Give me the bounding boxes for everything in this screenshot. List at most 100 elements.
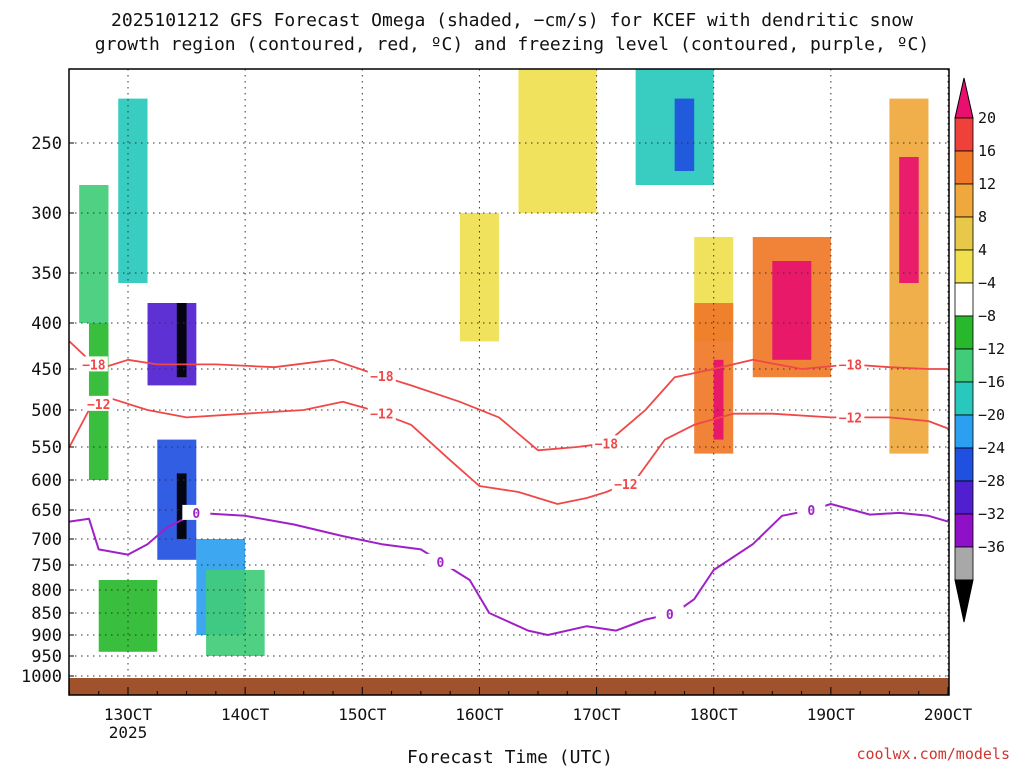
contour--18	[69, 340, 948, 452]
y-tick-label-650: 650	[31, 501, 62, 521]
colorbar-cap-bottom	[954, 579, 974, 623]
x-tick-label-18OCT: 18OCT	[690, 705, 739, 724]
shade-cell-13	[674, 98, 695, 171]
y-tick-label-950: 950	[31, 647, 62, 667]
omega-shading	[79, 69, 929, 656]
shade-cell-10	[459, 213, 499, 342]
colorbar-segment-9	[954, 414, 974, 449]
x-tick-label-20OCT: 20OCT	[924, 705, 973, 724]
x-tick-label-15OCT: 15OCT	[338, 705, 387, 724]
colorbar-label-5: −4	[978, 274, 996, 292]
y-tick-label-350: 350	[31, 264, 62, 284]
colorbar-label-6: −8	[978, 307, 996, 325]
colorbar-label-13: −36	[978, 538, 1005, 556]
contour-label-bg--12-0	[84, 395, 113, 411]
shade-cell-2	[118, 98, 148, 283]
chart-title-line-1: 2025101212 GFS Forecast Omega (shaded, −…	[111, 10, 913, 31]
colorbar-label-4: 4	[978, 241, 987, 259]
contour-label--12-0: −12	[87, 398, 110, 413]
colorbar-label-2: 12	[978, 175, 996, 193]
shade-cell-0	[79, 185, 109, 323]
x-year-label: 2025	[109, 723, 148, 742]
shade-cell-5	[176, 303, 187, 378]
contour-label-bg--18-3	[836, 356, 865, 372]
colorbar-segment-7	[954, 348, 974, 383]
x-axis-title-text: Forecast Time (UTC)	[407, 747, 613, 768]
contour-label--12-2: −12	[614, 478, 637, 493]
colorbar-cap-top	[954, 77, 974, 119]
colorbar-label-10: −24	[978, 439, 1005, 457]
color-legend: 20 16 12 8 4 −4 −8 −12 −16 −20 −24 −28 −32 −36	[954, 77, 1005, 623]
contour-lines: −18 −18 −18 −18 −12 −12 −12 −12 0 0 0 0	[69, 340, 949, 636]
x-tick-label-19OCT: 19OCT	[807, 705, 856, 724]
colorbar-segment-1	[954, 150, 974, 185]
y-tick-label-400: 400	[31, 314, 62, 334]
y-tick-label-500: 500	[31, 401, 62, 421]
colorbar-segment-13	[954, 546, 974, 581]
contour-label-bg--12-2	[611, 476, 640, 491]
x-axis-title: Forecast Time (UTC)	[0, 747, 1024, 768]
shade-cell-4	[147, 303, 197, 386]
grid-lines	[69, 69, 949, 695]
site-credit: coolwx.com/models	[856, 745, 1010, 763]
colorbar-segment-6	[954, 315, 974, 350]
y-tick-label-800: 800	[31, 581, 62, 601]
colorbar-label-3: 8	[978, 208, 987, 226]
colorbar-segment-10	[954, 447, 974, 482]
colorbar-label-7: −12	[978, 340, 1005, 358]
contour-label--18-1: −18	[370, 370, 394, 385]
colorbar-segment-11	[954, 480, 974, 515]
shade-cell-16	[713, 359, 724, 440]
contour-label--12-1: −12	[370, 408, 393, 423]
x-tick-label-16OCT: 16OCT	[455, 705, 504, 724]
contour-label-0-0: 0	[192, 507, 200, 522]
colorbar-segment-8	[954, 381, 974, 416]
y-tick-label-750: 750	[31, 556, 62, 576]
colorbar-label-8: −16	[978, 373, 1005, 391]
colorbar-segment-4	[954, 249, 974, 284]
y-tick-label-300: 300	[31, 204, 62, 224]
contour-label-bg-0-3	[797, 502, 826, 517]
colorbar-segment-0	[954, 117, 974, 152]
y-tick-label-250: 250	[31, 134, 62, 154]
y-tick-label-900: 900	[31, 626, 62, 646]
colorbar-label-1: 16	[978, 142, 996, 160]
contour-label-bg--18-1	[367, 368, 396, 384]
y-tick-label-450: 450	[31, 360, 62, 380]
axes: 2503003504004505005506006507007508008509…	[21, 134, 972, 742]
shade-cell-20	[899, 157, 919, 283]
contour-label--12-3: −12	[839, 411, 862, 426]
contour-label-bg--12-1	[367, 405, 396, 421]
colorbar-label-12: −32	[978, 505, 1005, 523]
y-tick-label-1000: 1000	[21, 667, 62, 687]
y-tick-label-850: 850	[31, 604, 62, 624]
x-tick-label-13OCT: 13OCT	[104, 705, 153, 724]
y-tick-label-550: 550	[31, 438, 62, 458]
colorbar-segment-3	[954, 216, 974, 251]
contour-label-bg-0-2	[655, 606, 684, 622]
shade-cell-11	[518, 69, 597, 213]
shade-cell-12	[635, 69, 714, 185]
colorbar-segment-2	[954, 183, 974, 218]
contour-label--18-3: −18	[839, 358, 863, 373]
x-tick-label-14OCT: 14OCT	[221, 705, 270, 724]
contour-label-0-2: 0	[666, 608, 674, 623]
colorbar-segment-5	[954, 282, 974, 317]
shade-cell-18	[772, 261, 812, 360]
ground-surface	[69, 678, 949, 695]
contour-label-bg-0-0	[182, 504, 211, 520]
chart-title-line-2: growth region (contoured, red, ºC) and f…	[94, 34, 930, 55]
colorbar-label-11: −28	[978, 472, 1005, 490]
contour-label--18-2: −18	[595, 437, 619, 452]
colorbar-label-0: 20	[978, 109, 996, 127]
contour-label-bg-0-1	[426, 553, 455, 569]
contour-label-bg--18-0	[79, 356, 108, 372]
contour-label-bg--12-3	[836, 409, 865, 425]
y-tick-label-600: 600	[31, 471, 62, 491]
contour-label-0-1: 0	[436, 556, 444, 571]
y-tick-label-700: 700	[31, 530, 62, 550]
contour-label--18-0: −18	[82, 358, 106, 373]
contour-label-bg--18-2	[592, 435, 621, 451]
x-tick-label-17OCT: 17OCT	[572, 705, 621, 724]
